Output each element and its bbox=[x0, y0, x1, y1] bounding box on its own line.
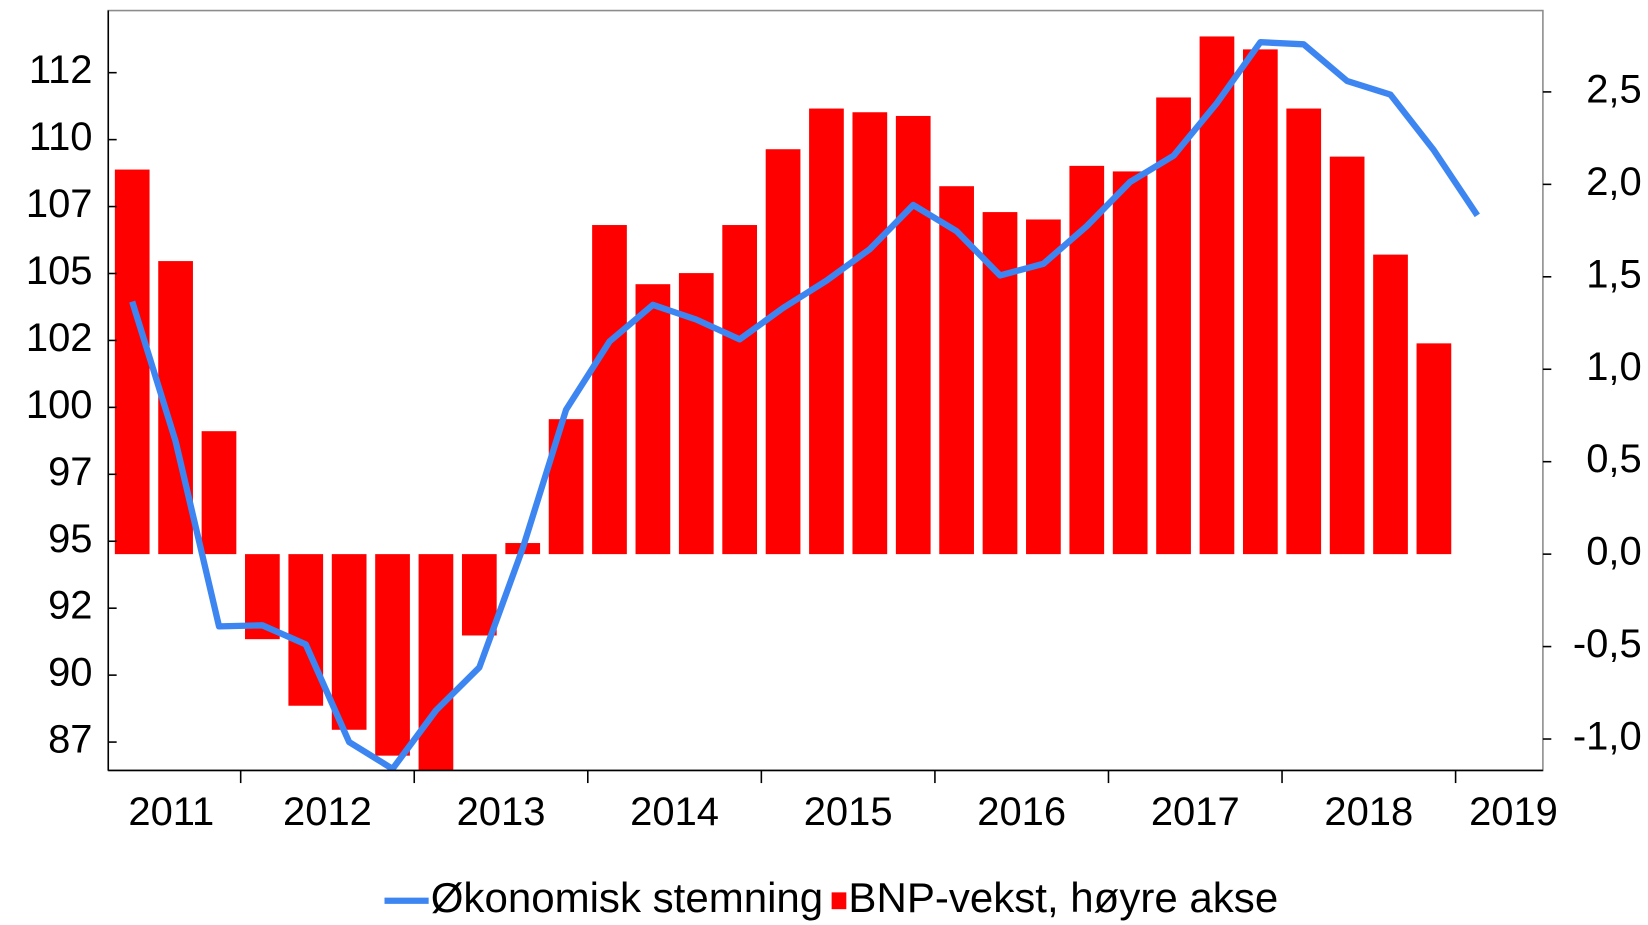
y-tick-label: 97 bbox=[48, 450, 92, 494]
x-tick-label: 2017 bbox=[1151, 790, 1240, 834]
bar bbox=[765, 149, 801, 555]
bar bbox=[288, 554, 324, 706]
y2-tick-label: 2,5 bbox=[1586, 67, 1641, 111]
bar bbox=[1112, 171, 1148, 555]
y-tick-label: 102 bbox=[26, 316, 93, 360]
y-tick-label: 87 bbox=[48, 718, 92, 762]
y2-tick-label: -0,5 bbox=[1573, 622, 1642, 666]
y-tick-label: 107 bbox=[26, 182, 93, 226]
y2-tick-label: 0,0 bbox=[1586, 530, 1641, 574]
bar bbox=[418, 554, 454, 771]
y-tick-label: 100 bbox=[26, 383, 93, 427]
bar bbox=[1026, 219, 1061, 555]
bar bbox=[1286, 108, 1322, 555]
y-tick-label: 112 bbox=[29, 48, 93, 92]
legend-label: Økonomisk stemning bbox=[431, 874, 823, 921]
x-tick-label: 2011 bbox=[128, 790, 214, 834]
y-tick-label: 110 bbox=[29, 115, 93, 159]
y2-tick-label: 1,5 bbox=[1586, 252, 1641, 296]
y-tick-label: 105 bbox=[26, 249, 93, 293]
bar bbox=[592, 225, 627, 555]
bar bbox=[722, 225, 758, 555]
y2-tick-label: 2,0 bbox=[1586, 160, 1641, 204]
bar bbox=[1199, 36, 1235, 555]
x-tick-label: 2018 bbox=[1324, 790, 1413, 834]
x-tick-label: 2013 bbox=[457, 790, 546, 834]
y-tick-label: 90 bbox=[48, 651, 92, 695]
bar bbox=[1242, 49, 1278, 555]
x-tick-label: 2014 bbox=[630, 790, 719, 834]
bar bbox=[939, 186, 974, 555]
y-tick-label: 95 bbox=[48, 517, 92, 561]
x-tick-label: 2012 bbox=[283, 790, 372, 834]
legend: Økonomisk stemning BNP-vekst, høyre akse bbox=[384, 874, 1278, 921]
bar bbox=[635, 284, 671, 555]
bar bbox=[1069, 165, 1105, 555]
legend-label: BNP-vekst, høyre akse bbox=[848, 874, 1278, 921]
bar bbox=[1373, 254, 1408, 555]
bar bbox=[461, 554, 497, 636]
bar bbox=[331, 554, 367, 730]
line-series bbox=[129, 39, 1480, 771]
bar bbox=[114, 169, 150, 555]
y2-tick-label: 0,5 bbox=[1586, 437, 1641, 481]
bar bbox=[809, 108, 844, 555]
x-tick-label: 2019 bbox=[1469, 790, 1558, 834]
x-tick-label: 2016 bbox=[977, 790, 1066, 834]
x-tick-label: 2015 bbox=[804, 790, 893, 834]
bar bbox=[1329, 156, 1365, 555]
y2-tick-label: 1,0 bbox=[1586, 345, 1641, 389]
y-tick-label: 92 bbox=[48, 584, 92, 628]
bar bbox=[1156, 97, 1191, 555]
bar bbox=[1416, 343, 1452, 555]
legend-swatch bbox=[831, 892, 847, 910]
y2-tick-label: -1,0 bbox=[1573, 715, 1642, 759]
bar bbox=[895, 115, 931, 555]
bar bbox=[201, 431, 237, 555]
bar bbox=[375, 554, 410, 756]
bar bbox=[852, 112, 888, 555]
